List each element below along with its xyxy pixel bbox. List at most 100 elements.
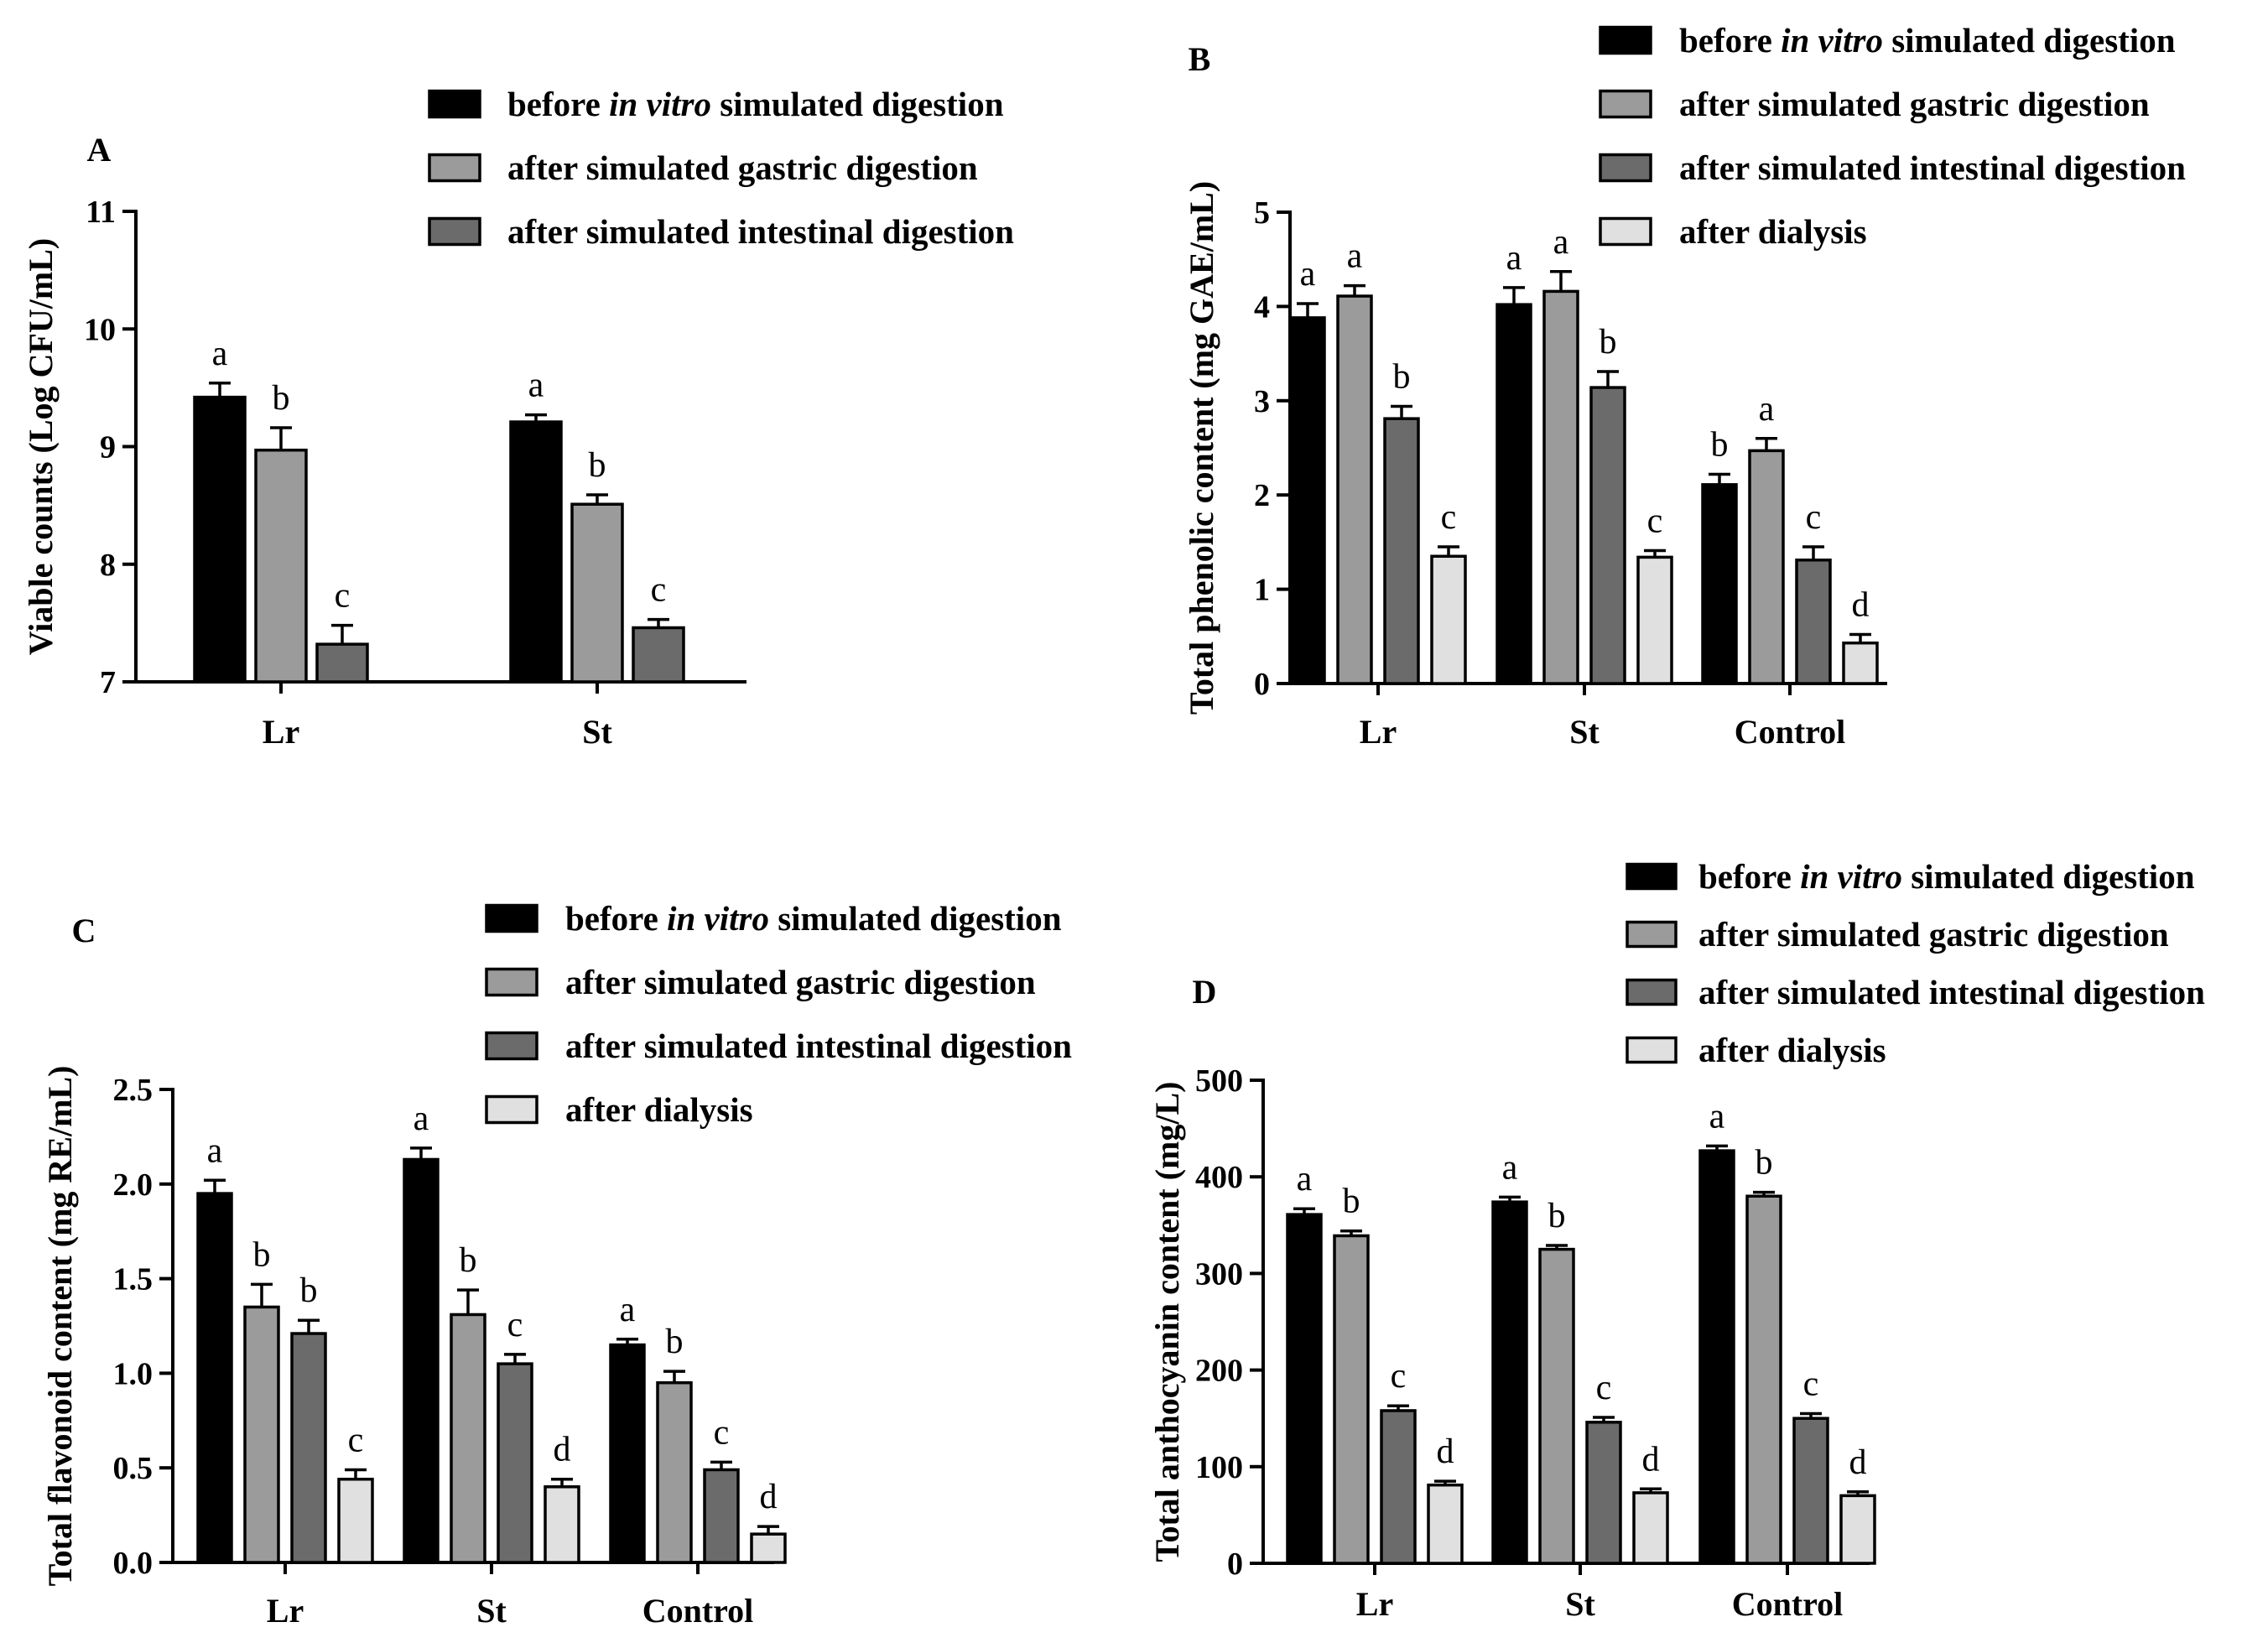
significance-letter: c [1391,1357,1407,1396]
y-axis-label: Viable counts (Log CFU/mL) [22,238,60,655]
legend-label-before: before in vitro simulated digestion [1679,21,2176,60]
significance-letter: b [1548,1197,1566,1235]
bar-dialysis-lr [1430,554,1467,685]
legend-text-part: simulated digestion [711,85,1004,123]
bar-dialysis-lr [1427,1483,1464,1565]
legend-swatch-gastric [485,967,538,997]
significance-letter: b [1393,358,1411,397]
significance-letter: b [300,1271,318,1310]
significance-letter: a [1300,255,1316,294]
significance-letter: d [1849,1443,1867,1482]
category-label: Lr [267,1592,304,1630]
bar-intestinal-st [632,626,685,684]
significance-letter: a [1347,237,1363,276]
y-tick-label: 2.5 [113,1073,153,1108]
y-tick-label: 300 [1195,1256,1243,1292]
significance-letter: a [1709,1097,1725,1136]
legend-text-part: before [565,899,667,938]
bar-gastric-st [1538,1247,1575,1565]
y-tick-label: 11 [86,195,116,230]
panel-letter: B [1189,40,1211,78]
legend-text-part: simulated digestion [1883,21,2176,60]
legend-text-part: after dialysis [1679,212,1867,251]
bar-gastric-lr [1336,294,1373,685]
legend-text-part: after simulated gastric digestion [1698,915,2169,954]
bar-intestinal-st [1585,1421,1622,1565]
bar-before-control [1698,1149,1735,1565]
y-tick-label: 0.5 [113,1451,153,1486]
legend-swatch-before [428,89,481,119]
y-axis-label: Total phenolic content (mg GAE/mL) [1183,181,1220,715]
legend-text-part: after simulated intestinal digestion [565,1027,1072,1065]
legend-text-part: simulated digestion [769,899,1062,938]
significance-letter: d [1437,1432,1454,1471]
legend-label-gastric: after simulated gastric digestion [507,148,978,187]
legend: before in vitro simulated digestion after… [485,899,1072,1129]
significance-letter: c [1441,498,1457,537]
panel-c: C Total flavonoid content (mg RE/mL) 0.0 0.… [41,899,1072,1630]
significance-letter: a [1506,239,1522,278]
bar-before-st [403,1157,440,1564]
significance-letter: b [589,446,606,485]
y-axis-label: Total anthocyanin content (mg/L) [1148,1081,1186,1562]
significance-letter: c [335,577,351,616]
bar-before-control [1701,483,1738,685]
significance-letter: c [1647,502,1663,541]
significance-letter: c [1803,1365,1819,1403]
y-tick-label: 0 [1254,667,1270,702]
significance-letter: c [348,1421,364,1459]
bar-before-lr [193,395,247,684]
panel-b: B Total phenolic content (mg GAE/mL) 0 1 2 3 4… [1183,21,2186,751]
bar-before-st [1496,303,1532,685]
y-tick-label: 1.5 [113,1262,153,1297]
panel-d: D Total anthocyanin content (mg/L) 0 100 200… [1148,857,2205,1623]
bar-gastric-st [450,1313,486,1564]
legend-label-intestinal: after simulated intestinal digestion [1679,148,2186,187]
category-label: St [1569,713,1600,751]
legend-text-italic: in vitro [1800,857,1902,896]
significance-letter: a [1502,1148,1518,1187]
bar-gastric-lr [254,448,308,684]
legend-label-before: before in vitro simulated digestion [1698,857,2195,896]
significance-letter: d [760,1478,778,1516]
legend-label-gastric: after simulated gastric digestion [1679,85,2150,123]
significance-letter: a [207,1131,223,1170]
legend-text-part: after simulated gastric digestion [565,963,1036,1001]
category-label: Control [1735,713,1846,751]
bar-intestinal-lr [315,642,369,684]
legend: before in vitro simulated digestion after… [1626,857,2205,1069]
panel-a: A Viable counts (Log CFU/mL) 7 8 9 10 11 Lr a b c S… [22,85,1014,751]
y-tick-label: 1 [1254,573,1270,608]
legend-label-intestinal: after simulated intestinal digestion [1698,973,2205,1011]
legend-text-part: after simulated intestinal digestion [507,212,1014,251]
y-tick-label: 0 [1227,1547,1243,1582]
y-tick-label: 10 [84,312,116,347]
bar-gastric-lr [243,1305,280,1564]
category-label: Lr [263,713,299,751]
significance-letter: b [666,1323,684,1361]
legend-text-part: before [1698,857,1800,896]
legend: before in vitro simulated digestion after… [428,85,1014,251]
legend-text-part: after dialysis [565,1090,753,1129]
y-tick-label: 2 [1254,478,1270,513]
panel-letter: A [87,131,112,169]
bar-intestinal-st [497,1362,533,1564]
legend-text-part: after simulated intestinal digestion [1679,148,2186,187]
legend-label-dialysis: after dialysis [1698,1031,1886,1069]
legend-text-part: before [507,85,609,123]
significance-letter: c [1806,498,1822,537]
bar-intestinal-control [1792,1417,1829,1565]
category-label: St [1565,1585,1595,1623]
bar-gastric-st [1542,289,1579,685]
significance-letter: d [554,1431,571,1469]
legend-text-italic: in vitro [1781,21,1883,60]
significance-letter: c [714,1413,730,1452]
bar-intestinal-lr [1380,1409,1417,1565]
significance-letter: b [1600,323,1617,361]
bar-before-lr [1286,1213,1323,1565]
legend-swatch-intestinal [1599,153,1652,183]
bar-dialysis-control [1842,641,1879,685]
legend-label-dialysis: after dialysis [1679,212,1867,251]
